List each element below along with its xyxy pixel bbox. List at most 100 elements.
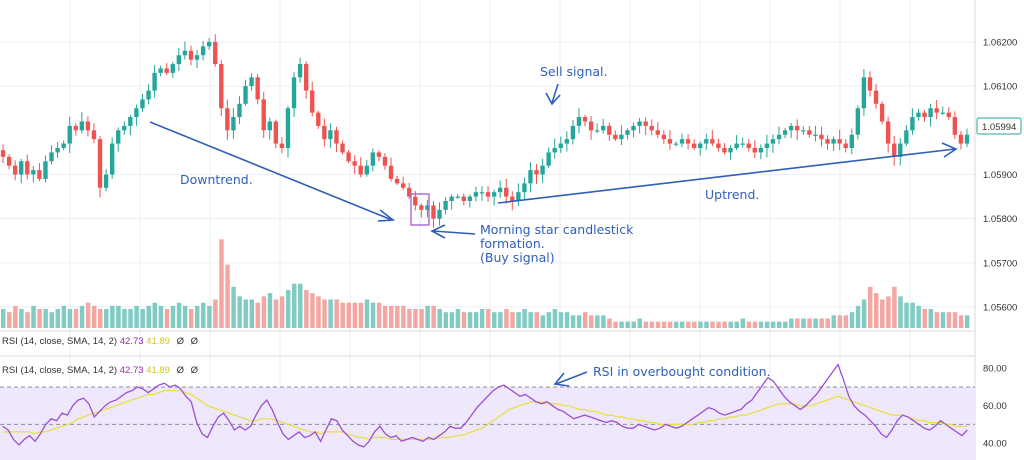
volume-bar (110, 305, 115, 328)
candle-body (504, 187, 509, 197)
candle-body (0, 150, 6, 157)
candle-body (522, 183, 527, 193)
rsi-legend-title: RSI (14, close, SMA, 14, 2) (2, 336, 118, 347)
candle-body (819, 134, 824, 140)
volume-bar (722, 321, 727, 328)
volume-bar (589, 315, 594, 328)
volume-bar (946, 312, 952, 328)
volume-bar (376, 302, 382, 328)
candle-body (510, 196, 515, 202)
candle-body (728, 147, 733, 153)
volume-bar (692, 321, 697, 328)
rsi-legend-collapsed[interactable]: RSI (14, close, SMA, 14, 2) 42.73 41.89 … (2, 336, 198, 347)
candle-body (134, 108, 139, 118)
volume-bar (449, 312, 455, 328)
volume-bar (867, 286, 873, 328)
volume-bar (964, 315, 970, 328)
volume-bar (886, 296, 891, 328)
volume-bar (243, 299, 248, 328)
volume-bar (43, 309, 48, 328)
volume-bar (661, 321, 667, 328)
volume-bar (1, 309, 6, 328)
volume-bar (601, 315, 606, 328)
rsi-pane (0, 363, 975, 460)
volume-bar (219, 239, 224, 328)
volume-bar (382, 305, 388, 328)
rsi-legend[interactable]: RSI (14, close, SMA, 14, 2) 42.73 41.89 … (2, 365, 198, 376)
candle-body (49, 152, 54, 162)
candle-body (892, 143, 897, 157)
candle-body (249, 77, 254, 87)
candle-body (722, 147, 727, 153)
volume-bar (910, 302, 915, 328)
volume-bar (316, 296, 321, 328)
volume-bar (122, 309, 127, 328)
candle-body (861, 77, 867, 109)
candle-body (546, 152, 551, 166)
volume-bars (1, 239, 970, 328)
candle-body (582, 117, 588, 122)
rsi-sma-legend-value: 41.89 (146, 365, 170, 376)
sell-signal-arrow (551, 83, 559, 104)
volume-bar (667, 321, 673, 328)
candle-body (952, 117, 958, 135)
volume-bar (79, 305, 85, 328)
volume-bar (928, 309, 934, 328)
volume-bar (328, 299, 333, 328)
candle-body (601, 125, 606, 131)
volume-bar (583, 312, 588, 328)
candle-body (225, 108, 230, 131)
candle-body (807, 130, 812, 135)
rsi-band (0, 386, 975, 460)
rsi-legend-zero-2: Ø (190, 365, 199, 376)
volume-bar (104, 309, 109, 328)
price-tick-label: 1.06200 (983, 37, 1017, 48)
morning-star-label-2: formation. (480, 236, 545, 251)
candle-body (576, 117, 582, 126)
candle-body (752, 147, 757, 153)
candle-body (279, 143, 285, 148)
volume-bar (479, 309, 485, 328)
candle-body (364, 165, 369, 175)
uptrend-label: Uptrend. (705, 187, 759, 202)
volume-bar (419, 309, 424, 328)
candle-body (782, 130, 788, 135)
volume-bar (492, 312, 497, 328)
candle-body (437, 209, 442, 219)
candle-body (231, 117, 236, 131)
candle-body (273, 121, 279, 144)
candle-body (206, 41, 212, 47)
downtrend-arrow (149, 121, 393, 221)
volume-bar (898, 296, 903, 328)
volume-bar (892, 286, 897, 328)
volume-bar (273, 299, 279, 328)
volume-bar (680, 321, 685, 328)
volume-bar (334, 299, 339, 328)
candle-body (37, 170, 42, 179)
candle-body (431, 205, 436, 219)
volume-bar (322, 299, 327, 328)
volume-bar (558, 312, 564, 328)
volume-bar (801, 318, 806, 328)
volume-bar (304, 290, 309, 328)
volume-bar (498, 312, 503, 328)
volume-bar (837, 315, 843, 328)
volume-bar (140, 309, 145, 328)
volume-bar (146, 305, 151, 328)
candle-body (455, 196, 460, 198)
candle-body (679, 139, 685, 144)
volume-bar (310, 293, 315, 328)
candle-body (6, 156, 12, 166)
volume-bar (225, 264, 230, 328)
candle-body (964, 134, 970, 144)
volume-bar (467, 312, 473, 328)
volume-bar (340, 302, 345, 328)
candle-body (388, 165, 394, 179)
volume-bar (934, 312, 940, 328)
volume-bar (237, 296, 242, 328)
candle-body (261, 99, 266, 131)
volume-bar (7, 312, 12, 328)
candle-body (928, 108, 933, 118)
volume-bar (67, 309, 73, 328)
candle-body (31, 170, 36, 175)
